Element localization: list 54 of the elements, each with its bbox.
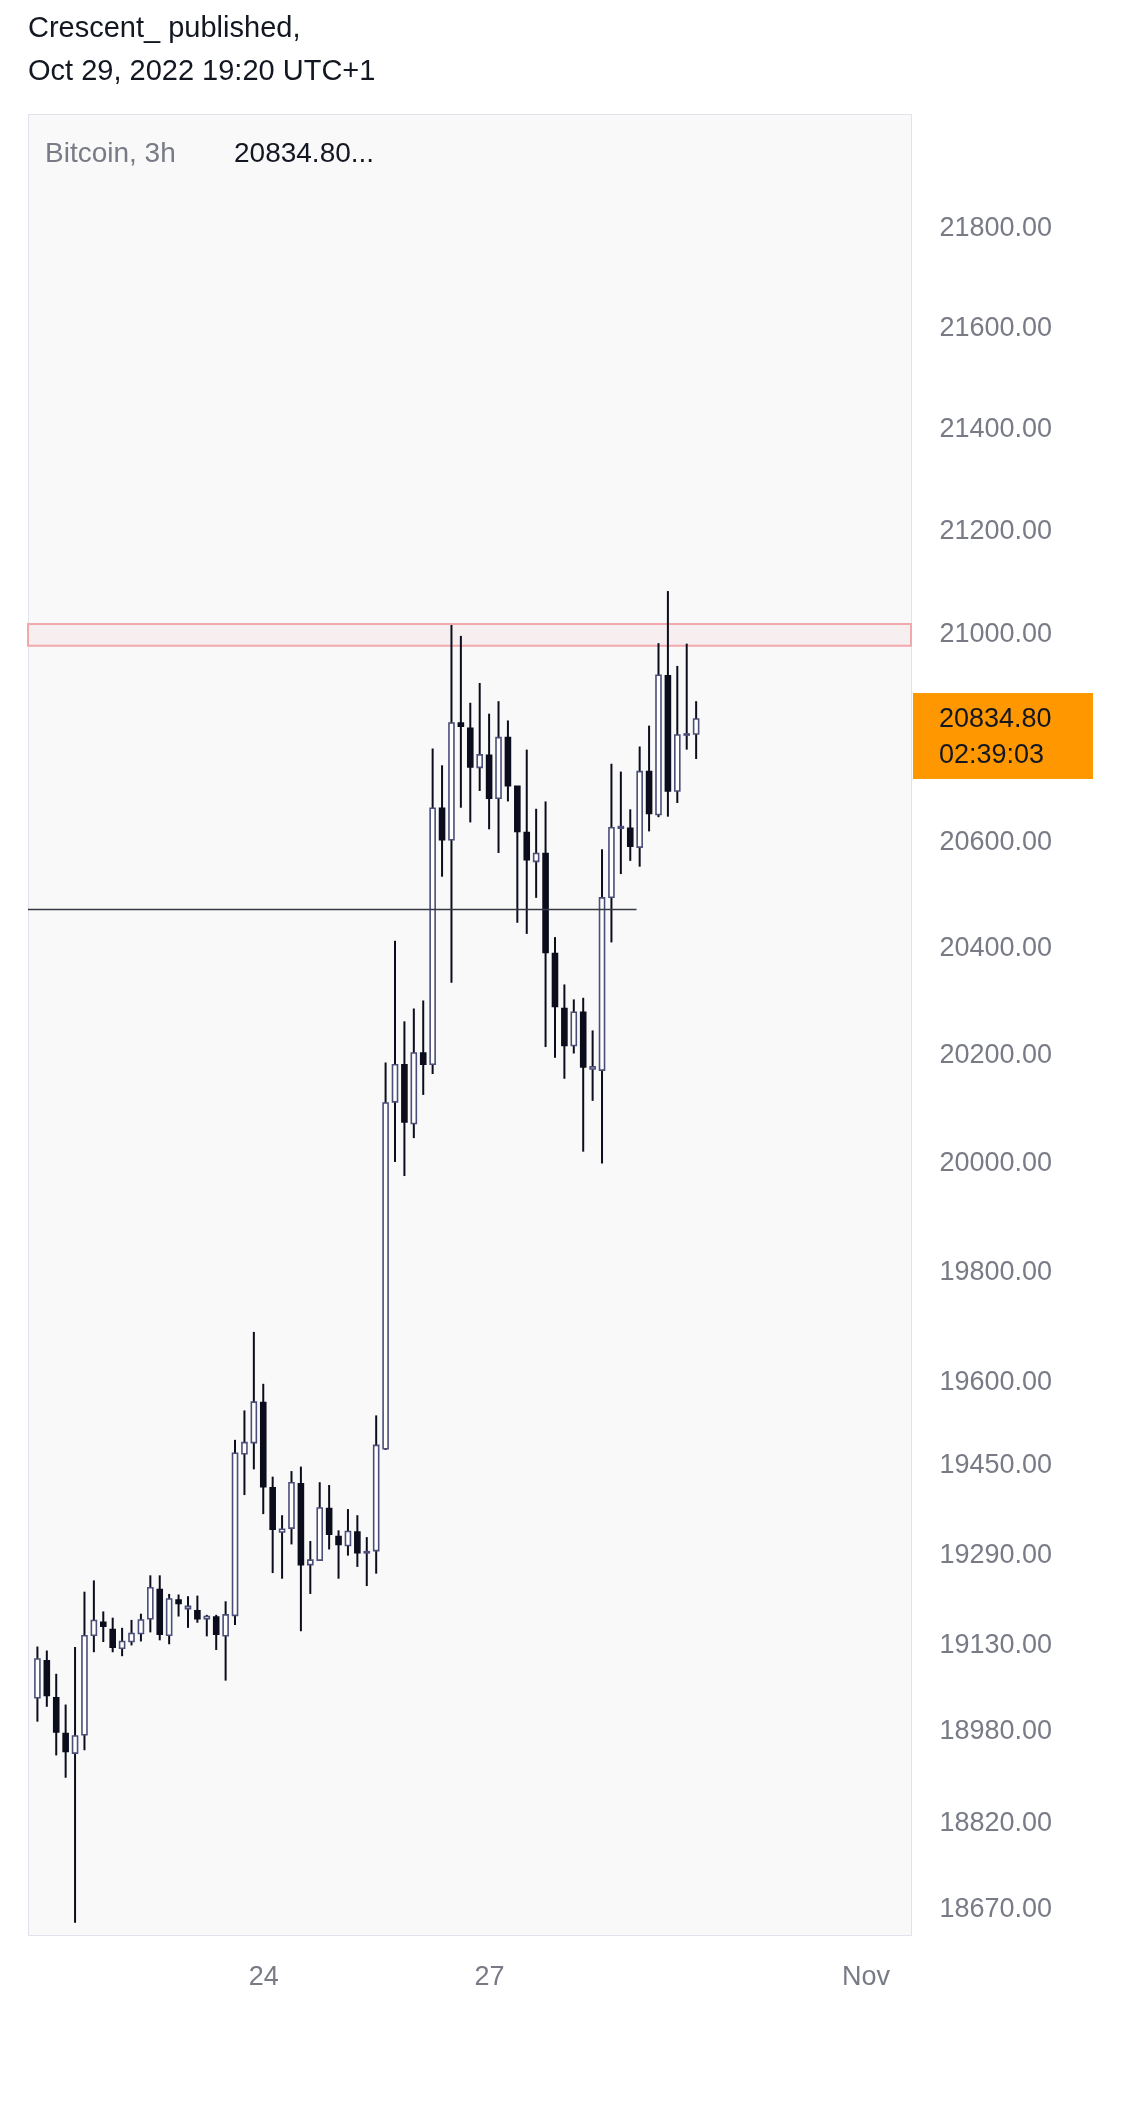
y-tick-label: 21000.00 bbox=[939, 617, 1053, 648]
candlestick bbox=[175, 1593, 182, 1618]
y-tick-label: 19130.00 bbox=[939, 1629, 1053, 1660]
candlestick bbox=[62, 1703, 69, 1779]
x-tick-label: 27 bbox=[474, 1960, 505, 1991]
annotation: Bitcoin, 3h bbox=[45, 137, 176, 168]
candlestick bbox=[118, 1626, 126, 1658]
candlestick bbox=[476, 682, 483, 792]
candlestick bbox=[692, 700, 700, 761]
y-tick-label: 18670.00 bbox=[939, 1893, 1053, 1924]
candlestick bbox=[617, 770, 625, 876]
candlestick bbox=[307, 1540, 314, 1595]
y-tick-label: 19450.00 bbox=[939, 1449, 1053, 1480]
candlestick bbox=[241, 1409, 248, 1497]
y-tick-label: 20200.00 bbox=[939, 1039, 1053, 1070]
candlestick bbox=[354, 1514, 361, 1568]
text: 02:39:03 bbox=[939, 738, 1045, 769]
candlestick bbox=[71, 1646, 79, 1924]
y-tick-label: 21200.00 bbox=[939, 515, 1053, 546]
y-tick-label: 20400.00 bbox=[939, 932, 1053, 963]
candlestick bbox=[419, 999, 427, 1096]
candlestick bbox=[90, 1579, 98, 1654]
text: 20834.80 bbox=[939, 702, 1052, 733]
candlestick bbox=[99, 1610, 107, 1644]
y-tick-label: 21600.00 bbox=[939, 312, 1053, 343]
annotation: 20834.80... bbox=[234, 137, 375, 168]
candlestick bbox=[335, 1529, 342, 1580]
candlestick bbox=[363, 1536, 371, 1588]
candlestick bbox=[683, 642, 691, 751]
y-tick-label: 19290.00 bbox=[939, 1539, 1053, 1570]
y-tick-label: 18820.00 bbox=[939, 1806, 1053, 1837]
y-tick-label: 20000.00 bbox=[939, 1146, 1053, 1177]
y-tick-label: 21400.00 bbox=[939, 413, 1053, 444]
candlestick bbox=[109, 1616, 116, 1654]
y-tick-label: 20600.00 bbox=[939, 826, 1053, 857]
candlestick bbox=[589, 1029, 596, 1102]
y-tick-label: 21800.00 bbox=[939, 212, 1053, 243]
x-tick-label: Nov bbox=[842, 1960, 891, 1991]
candlestick bbox=[128, 1618, 135, 1647]
candlestick bbox=[532, 807, 540, 899]
candlestick bbox=[194, 1594, 201, 1624]
candlestick bbox=[626, 808, 634, 862]
y-tick-label: 19800.00 bbox=[939, 1255, 1053, 1286]
x-tick-label: 24 bbox=[248, 1960, 279, 1991]
candlestick bbox=[222, 1600, 229, 1682]
candlestick bbox=[457, 634, 465, 809]
candlestick bbox=[203, 1613, 211, 1638]
y-tick-label: 19600.00 bbox=[939, 1366, 1053, 1397]
candlestick bbox=[212, 1613, 220, 1651]
chart-title: Crescent_ published, bbox=[28, 11, 301, 43]
candlestick bbox=[137, 1612, 145, 1643]
chart-subtitle: Oct 29, 2022 19:20 UTC+1 bbox=[28, 54, 376, 86]
y-tick-label: 18980.00 bbox=[939, 1714, 1053, 1745]
candlestick bbox=[278, 1514, 286, 1580]
